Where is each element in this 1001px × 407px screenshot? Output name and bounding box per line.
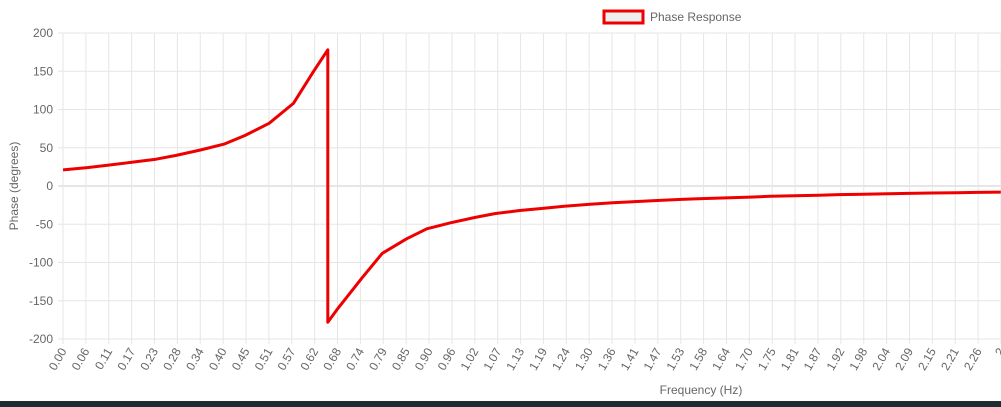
- x-tick-label: 1.98: [847, 345, 871, 373]
- x-tick-label: 0.96: [435, 345, 459, 373]
- x-axis-title: Frequency (Hz): [660, 383, 743, 397]
- x-tick-label: 0.40: [206, 345, 230, 373]
- legend-label: Phase Response: [650, 10, 742, 24]
- x-tick-label: 2.15: [915, 345, 939, 373]
- x-tick-label: 1.24: [549, 345, 573, 373]
- y-tick-label: 50: [40, 141, 54, 155]
- legend-swatch[interactable]: [602, 9, 645, 25]
- y-tick-label: -100: [29, 256, 53, 270]
- x-tick-label: 1.75: [755, 345, 779, 373]
- x-tick-label: 0.51: [252, 345, 276, 373]
- x-tick-label: 0.85: [389, 345, 413, 373]
- x-tick-label: 2.04: [869, 345, 893, 373]
- x-tick-label: 1.13: [503, 345, 527, 373]
- x-tick-label: 1.30: [572, 345, 596, 373]
- x-tick-label: 1.58: [686, 345, 710, 373]
- y-tick-label: -200: [29, 332, 53, 346]
- x-tick-label: 0.34: [183, 345, 207, 373]
- x-tick-label: 0.06: [69, 345, 93, 373]
- y-tick-label: -150: [29, 294, 53, 308]
- y-axis-title: Phase (degrees): [7, 142, 21, 231]
- legend[interactable]: Phase Response: [602, 9, 742, 25]
- x-tick-label: 0.79: [366, 345, 390, 373]
- y-tick-label: 0: [46, 179, 53, 193]
- x-tick-label: 0.68: [320, 345, 344, 373]
- y-tick-label: -50: [36, 217, 54, 231]
- x-tick-label: 2.09: [892, 345, 916, 373]
- x-tick-label: 1.81: [778, 345, 802, 373]
- y-tick-label: 200: [33, 26, 53, 40]
- x-tick-label: 0.90: [412, 345, 436, 373]
- x-tick-label: 2: [992, 345, 1001, 358]
- x-tick-label: 2.21: [938, 345, 962, 373]
- x-tick-label: 1.70: [732, 345, 756, 373]
- x-tick-label: 0.11: [92, 345, 116, 372]
- x-tick-label: 2.26: [961, 345, 985, 373]
- x-tick-label: 1.36: [595, 345, 619, 373]
- y-axis-ticks: 200 150 100 50 0 -50 -100 -150 -200: [29, 26, 53, 346]
- x-tick-label: 1.47: [641, 345, 665, 373]
- x-tick-label: 1.92: [824, 345, 848, 373]
- grid: [58, 32, 1001, 344]
- x-tick-label: 1.19: [526, 345, 550, 373]
- x-tick-label: 1.07: [480, 345, 504, 373]
- x-tick-label: 0.45: [229, 345, 253, 373]
- x-tick-label: 1.87: [801, 345, 825, 373]
- x-tick-label: 0.17: [114, 345, 138, 373]
- x-tick-label: 0.74: [343, 345, 367, 373]
- x-tick-label: 0.57: [275, 345, 299, 373]
- x-tick-label: 1.41: [618, 345, 642, 373]
- x-axis-ticks: 0.00 0.06 0.11 0.17 0.23 0.28 0.34 0.40 0.45 0.51…: [46, 345, 1001, 373]
- x-tick-label: 0.00: [46, 345, 70, 373]
- series-line-phase-response: [63, 48, 1001, 324]
- x-tick-label: 0.62: [297, 345, 321, 373]
- x-tick-label: 0.23: [137, 345, 161, 373]
- y-tick-label: 150: [33, 64, 53, 78]
- series-layer: [63, 48, 1001, 324]
- x-tick-label: 1.53: [664, 345, 688, 373]
- y-tick-label: 100: [33, 103, 53, 117]
- x-tick-label: 0.28: [160, 345, 184, 373]
- x-tick-label: 1.02: [458, 345, 482, 373]
- x-tick-label: 1.64: [709, 345, 733, 373]
